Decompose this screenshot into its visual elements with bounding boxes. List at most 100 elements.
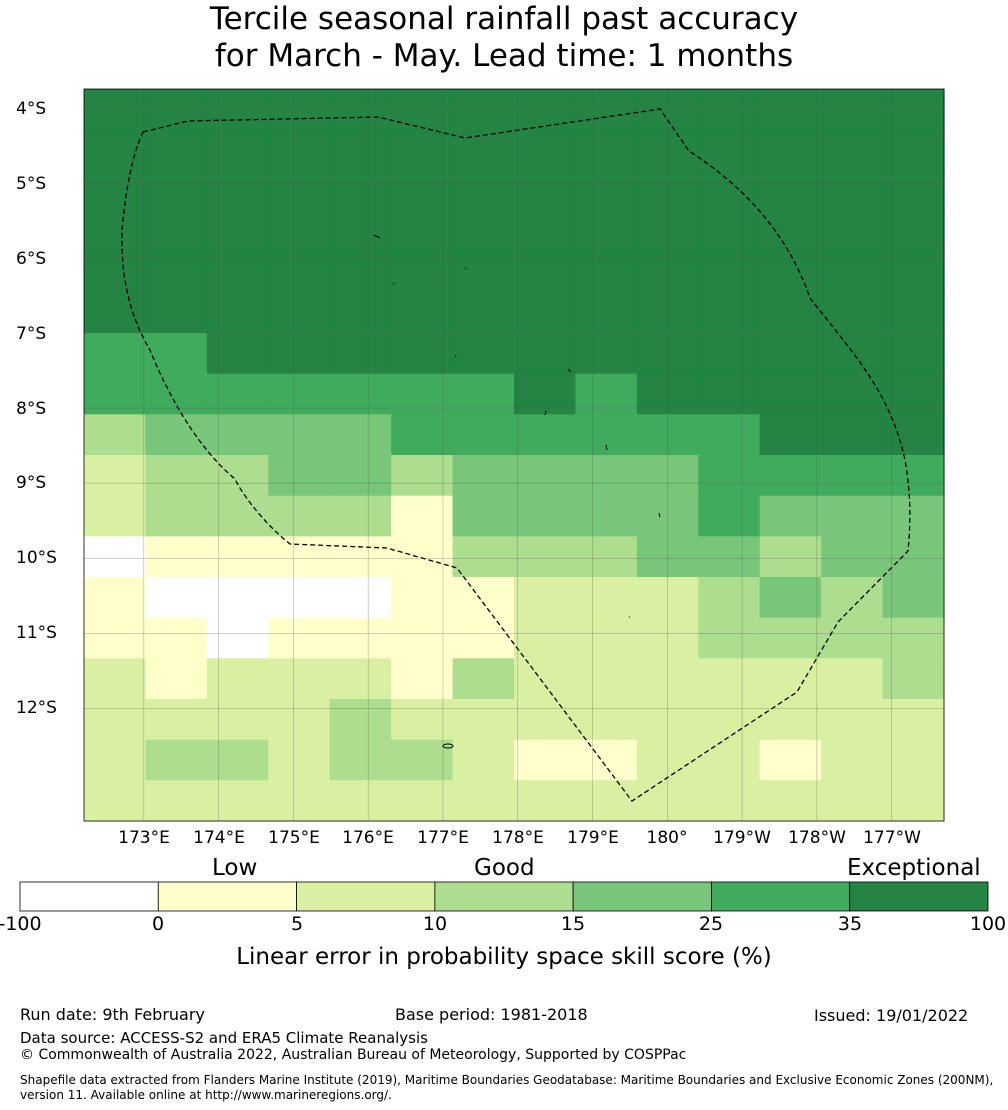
grid-cell bbox=[206, 699, 269, 741]
grid-cell bbox=[514, 455, 577, 497]
grid-cell bbox=[268, 699, 331, 741]
grid-cell bbox=[636, 455, 699, 497]
grid-cell bbox=[145, 455, 208, 497]
grid-cell bbox=[514, 495, 577, 537]
grid-cell bbox=[84, 211, 147, 253]
lon-label: 173°E bbox=[118, 828, 170, 848]
grid-cell bbox=[882, 617, 945, 659]
grid-cell bbox=[882, 170, 945, 212]
grid-cell bbox=[575, 536, 638, 578]
grid-cell bbox=[84, 536, 147, 578]
grid-cell bbox=[145, 577, 208, 619]
grid-cell bbox=[821, 170, 884, 212]
grid-cell bbox=[268, 739, 331, 781]
lat-label: 9°S bbox=[16, 473, 47, 493]
grid-cell bbox=[759, 536, 822, 578]
grid-cell bbox=[145, 292, 208, 334]
grid-cell bbox=[636, 577, 699, 619]
grid-cell bbox=[821, 658, 884, 700]
grid-cell bbox=[636, 251, 699, 293]
grid-cell bbox=[636, 170, 699, 212]
grid-cell bbox=[759, 89, 822, 131]
grid-cell bbox=[575, 129, 638, 171]
grid-cell bbox=[329, 251, 392, 293]
grid-cell bbox=[759, 414, 822, 456]
grid-cell bbox=[575, 211, 638, 253]
grid-cell bbox=[698, 495, 761, 537]
grid-cell bbox=[575, 89, 638, 131]
grid-cell bbox=[882, 414, 945, 456]
grid-cell bbox=[514, 577, 577, 619]
grid-cell bbox=[206, 373, 269, 415]
grid-cell bbox=[84, 373, 147, 415]
grid-cell bbox=[636, 414, 699, 456]
grid-cell bbox=[268, 414, 331, 456]
grid-cell bbox=[514, 780, 577, 822]
grid-cell bbox=[514, 89, 577, 131]
grid-cell bbox=[636, 699, 699, 741]
grid-cell bbox=[882, 211, 945, 253]
legend-category-low: Low bbox=[212, 855, 258, 881]
island bbox=[605, 444, 608, 451]
grid-cell bbox=[636, 373, 699, 415]
lon-label: 179°E bbox=[567, 828, 619, 848]
grid-cell bbox=[759, 129, 822, 171]
grid-cell bbox=[759, 333, 822, 375]
grid-cell bbox=[698, 170, 761, 212]
grid-cell bbox=[452, 577, 515, 619]
grid-cell bbox=[206, 414, 269, 456]
lat-label: 7°S bbox=[16, 324, 47, 344]
grid-cell bbox=[636, 617, 699, 659]
grid-cell bbox=[206, 495, 269, 537]
grid-cell bbox=[391, 577, 454, 619]
island bbox=[544, 410, 547, 416]
island bbox=[658, 512, 661, 518]
grid-cell bbox=[268, 455, 331, 497]
grid-cell bbox=[268, 617, 331, 659]
grid-cell bbox=[268, 658, 331, 700]
grid-cell bbox=[145, 211, 208, 253]
colorbar-swatch bbox=[434, 881, 574, 912]
grid-cell bbox=[821, 699, 884, 741]
grid-cell bbox=[84, 617, 147, 659]
grid-cell bbox=[391, 373, 454, 415]
grid-cell bbox=[759, 617, 822, 659]
grid-cell bbox=[329, 780, 392, 822]
run-date: Run date: 9th February bbox=[20, 1005, 205, 1024]
grid-cell bbox=[698, 211, 761, 253]
grid-cell bbox=[84, 577, 147, 619]
grid-cell bbox=[452, 495, 515, 537]
grid-cell bbox=[452, 699, 515, 741]
grid-cell bbox=[882, 251, 945, 293]
grid-cell bbox=[636, 536, 699, 578]
grid-cell bbox=[452, 333, 515, 375]
grid-cell bbox=[821, 455, 884, 497]
grid-cell bbox=[452, 455, 515, 497]
grid-cell bbox=[452, 129, 515, 171]
grid-cell bbox=[821, 373, 884, 415]
lon-label: 174°E bbox=[193, 828, 245, 848]
grid-cell bbox=[698, 536, 761, 578]
grid-cell bbox=[268, 292, 331, 334]
grid-cell bbox=[575, 292, 638, 334]
colorbar-swatch bbox=[157, 881, 297, 912]
grid-cell bbox=[145, 495, 208, 537]
lat-label: 5°S bbox=[16, 174, 47, 194]
grid-cell bbox=[452, 536, 515, 578]
grid-cell bbox=[698, 414, 761, 456]
grid-cell bbox=[821, 739, 884, 781]
lat-label: 6°S bbox=[16, 249, 47, 269]
grid-cell bbox=[821, 333, 884, 375]
grid-cell bbox=[391, 658, 454, 700]
grid-cell bbox=[84, 333, 147, 375]
grid-cell bbox=[759, 373, 822, 415]
grid-cell bbox=[882, 536, 945, 578]
grid-cell bbox=[84, 89, 147, 131]
grid-cell bbox=[329, 455, 392, 497]
grid-cell bbox=[452, 251, 515, 293]
grid-cell bbox=[821, 292, 884, 334]
grid-cell bbox=[391, 495, 454, 537]
grid-cell bbox=[882, 577, 945, 619]
grid-cell bbox=[636, 292, 699, 334]
grid-cell bbox=[206, 89, 269, 131]
